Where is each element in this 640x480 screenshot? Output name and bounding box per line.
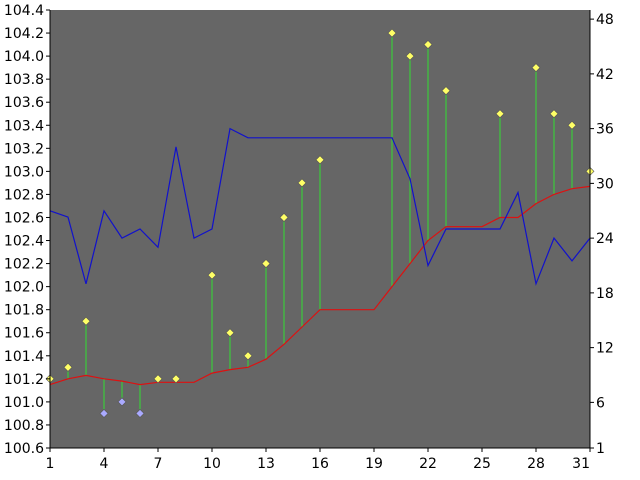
left-tick-label: 103.4 [4,118,44,134]
data-point [243,351,253,361]
right-tick-label: 12 [596,341,614,357]
x-tick-label: 16 [311,456,329,472]
right-tick-label: 24 [596,231,614,247]
data-point [405,51,415,61]
data-point [567,120,577,130]
data-point [81,316,91,326]
data-point [225,328,235,338]
series-line-2 [49,127,591,286]
data-point [153,374,163,384]
left-tick-label: 102.2 [4,257,44,273]
series-line-1 [49,185,591,386]
x-tick-label: 25 [473,456,491,472]
left-tick-label: 103.8 [4,72,44,88]
left-tick-label: 103.6 [4,95,44,111]
left-tick-label: 103.0 [4,164,44,180]
data-point [531,63,541,73]
left-tick-label: 102.0 [4,280,44,296]
left-tick-label: 104.4 [4,3,44,19]
left-tick-label: 102.8 [4,187,44,203]
data-point [135,408,145,418]
tick-labels: 100.6 100.8 101.0 101.2 101.4 101.6 101.8 102.0… [4,3,614,472]
right-tick-label: 1 [596,441,605,457]
left-tick-label: 101.2 [4,372,44,388]
left-tick-label: 102.4 [4,234,44,250]
right-tick-label: 30 [596,176,614,192]
data-point [117,397,127,407]
left-tick-label: 100.6 [4,441,44,457]
left-tick-label: 102.6 [4,210,44,226]
left-tick-label: 101.4 [4,349,44,365]
x-tick-label: 4 [100,456,109,472]
right-tick-label: 18 [596,286,614,302]
x-tick-label: 28 [527,456,545,472]
axes [46,9,594,452]
data-point [495,109,505,119]
data-point [549,109,559,119]
x-tick-label: 22 [419,456,437,472]
data-point [171,374,181,384]
right-tick-label: 42 [596,67,614,83]
x-tick-label: 1 [46,456,55,472]
left-tick-label: 100.8 [4,418,44,434]
x-tick-label: 7 [154,456,163,472]
x-tick-label: 31 [572,456,590,472]
x-tick-label: 13 [257,456,275,472]
data-point [279,213,289,222]
left-tick-label: 101.8 [4,303,44,319]
left-tick-label: 104.0 [4,49,44,65]
data-point [207,270,217,280]
left-tick-label: 103.2 [4,141,44,157]
right-tick-label: 48 [596,12,614,28]
left-tick-label: 101.0 [4,395,44,411]
right-tick-label: 6 [596,395,605,411]
data-point [423,40,433,50]
data-point [297,178,307,188]
x-tick-label: 19 [365,456,383,472]
right-tick-label: 36 [596,122,614,138]
data-point [261,259,271,269]
data-point [63,362,73,372]
series-lines [49,127,591,386]
data-point [315,155,325,165]
left-tick-label: 104.2 [4,26,44,42]
left-tick-label: 101.6 [4,326,44,342]
x-tick-label: 10 [203,456,221,472]
drop-lines [49,33,591,414]
data-point [441,86,451,96]
data-point [99,408,109,418]
series-markers [45,28,595,418]
data-point [387,28,397,38]
